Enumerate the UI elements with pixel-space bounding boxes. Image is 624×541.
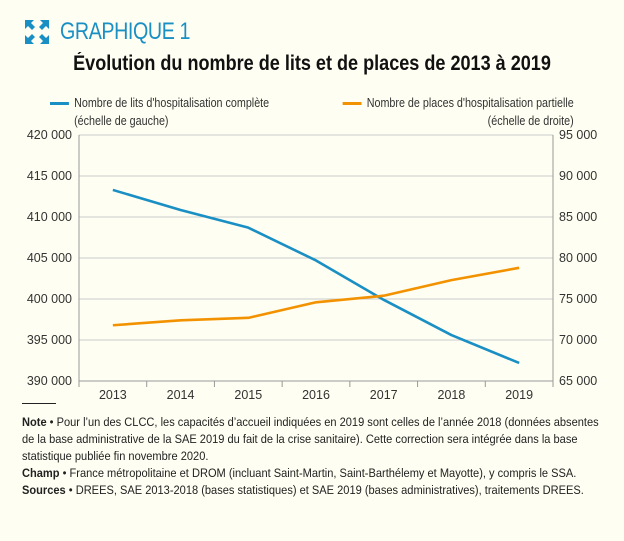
- legend-axis-note: (échelle de droite): [487, 114, 574, 128]
- x-tick-label: 2013: [99, 388, 127, 400]
- sources-body: • DREES, SAE 2013-2018 (bases statistiqu…: [65, 483, 584, 497]
- legend-item-left: Nombre de lits d'hospitalisation complèt…: [50, 94, 269, 130]
- legend-label: Nombre de places d'hospitalisation parti…: [366, 96, 574, 110]
- right-tick-label: 70 000: [559, 333, 597, 347]
- x-tick-label: 2015: [234, 388, 262, 400]
- x-tick-label: 2017: [370, 388, 398, 400]
- left-tick-label: 420 000: [27, 128, 72, 142]
- series-line-orange: [112, 266, 520, 327]
- legend-axis-note: (échelle de gauche): [74, 114, 169, 128]
- x-tick-label: 2019: [505, 388, 533, 400]
- left-tick-label: 415 000: [27, 169, 72, 183]
- right-tick-label: 90 000: [559, 169, 597, 183]
- divider: [22, 403, 56, 404]
- champ-text: Champ • France métropolitaine et DROM (i…: [22, 465, 607, 482]
- legend-label: Nombre de lits d'hospitalisation complèt…: [74, 96, 270, 110]
- right-tick-label: 65 000: [559, 374, 597, 388]
- left-tick-label: 390 000: [27, 374, 72, 388]
- left-tick-label: 400 000: [27, 292, 72, 306]
- note-body: • Pour l’un des CLCC, les capacités d’ac…: [22, 415, 599, 463]
- chart-title: Évolution du nombre de lits et de places…: [73, 52, 551, 75]
- legend-swatch-blue: [50, 102, 69, 106]
- figure-header: GRAPHIQUE 1: [24, 18, 219, 46]
- notes: Note • Pour l’un des CLCC, les capacités…: [22, 403, 612, 499]
- note-label: Note: [22, 415, 47, 429]
- series-line-blue: [112, 188, 520, 365]
- expand-icon: [25, 20, 49, 44]
- legend-swatch-orange: [342, 102, 362, 106]
- right-tick-label: 85 000: [559, 210, 597, 224]
- right-tick-label: 75 000: [559, 292, 597, 306]
- x-tick-label: 2018: [438, 388, 466, 400]
- right-tick-label: 80 000: [559, 251, 597, 265]
- champ-body: • France métropolitaine et DROM (incluan…: [59, 466, 577, 480]
- left-tick-label: 395 000: [27, 333, 72, 347]
- figure-label: GRAPHIQUE 1: [60, 18, 191, 45]
- right-tick-label: 95 000: [559, 128, 597, 142]
- left-tick-label: 410 000: [27, 210, 72, 224]
- x-tick-label: 2016: [302, 388, 330, 400]
- line-chart: 390 000 65 000 395 000 70 000 400 000 75 000 4…: [27, 128, 597, 400]
- legend-item-right: Nombre de places d'hospitalisation parti…: [342, 94, 574, 130]
- sources-label: Sources: [22, 483, 66, 497]
- x-tick-label: 2014: [167, 388, 195, 400]
- note-text: Note • Pour l’un des CLCC, les capacités…: [22, 414, 607, 465]
- champ-label: Champ: [22, 466, 60, 480]
- left-tick-label: 405 000: [27, 251, 72, 265]
- sources-text: Sources • DREES, SAE 2013-2018 (bases st…: [22, 482, 607, 499]
